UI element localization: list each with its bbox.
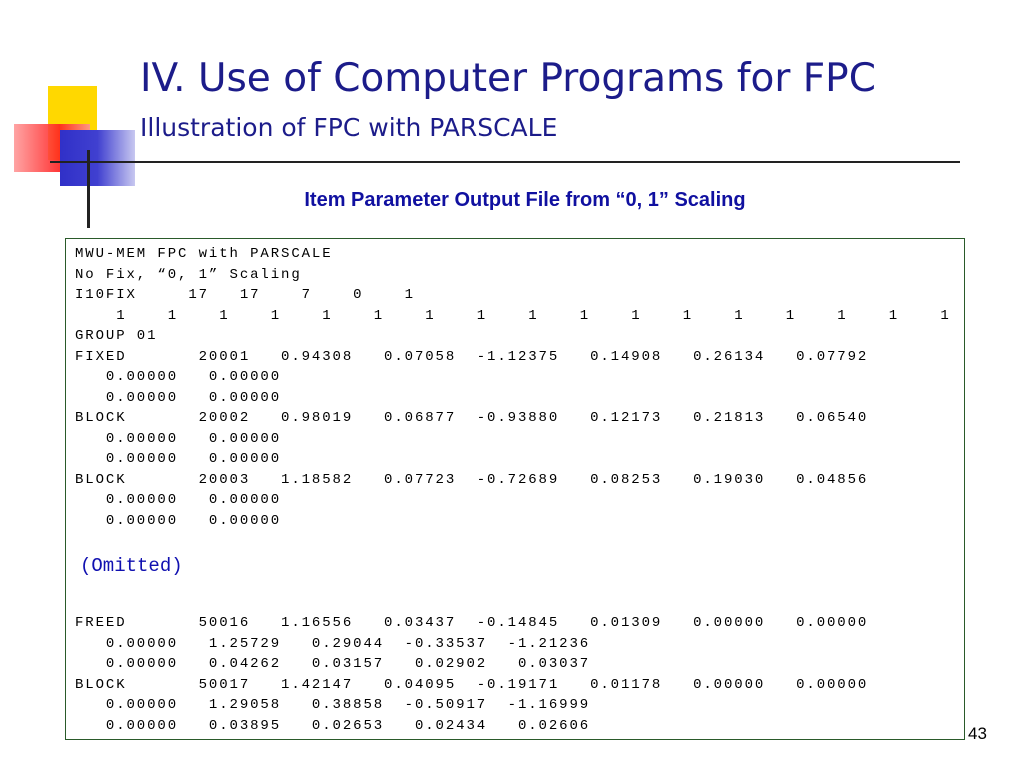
output-line: FIXED 20001 0.94308 0.07058 -1.12375 0.1… xyxy=(75,348,869,365)
output-line: BLOCK 20002 0.98019 0.06877 -0.93880 0.1… xyxy=(75,410,869,426)
horizontal-rule xyxy=(50,161,960,163)
output-line: 0.00000 1.29058 0.38858 -0.50917 -1.1699… xyxy=(75,697,591,713)
output-line: 0.00000 0.00000 xyxy=(75,389,282,406)
output-line: MWU-MEM FPC with PARSCALE xyxy=(75,246,333,262)
subtitle: Illustration of FPC with PARSCALE xyxy=(140,113,558,142)
output-line: 0.00000 0.00000 xyxy=(75,512,282,529)
blue-square xyxy=(60,130,135,186)
output-line: GROUP 01 xyxy=(75,328,158,344)
output-line: 0.00000 0.03895 0.02653 0.02434 0.02606 xyxy=(75,717,591,734)
output-line: BLOCK 20003 1.18582 0.07723 -0.72689 0.0… xyxy=(75,471,869,488)
output-line: 0.00000 0.00000 xyxy=(75,492,282,508)
vertical-rule xyxy=(87,150,90,228)
output-box xyxy=(65,238,965,740)
output-line: 0.00000 0.00000 xyxy=(75,430,282,447)
output-line: 0.00000 1.25729 0.29044 -0.33537 -1.2123… xyxy=(75,635,591,652)
output-line: FREED 50016 1.16556 0.03437 -0.14845 0.0… xyxy=(75,615,869,631)
output-line: 0.00000 0.00000 xyxy=(75,369,282,385)
omitted-note: (Omitted) xyxy=(80,555,183,577)
output-line: BLOCK 50017 1.42147 0.04095 -0.19171 0.0… xyxy=(75,676,869,693)
output-line: 1 1 1 1 1 1 1 1 1 1 1 1 1 1 1 1 1 xyxy=(75,307,951,324)
output-line: I10FIX 17 17 7 0 1 xyxy=(75,287,415,303)
heading: Item Parameter Output File from “0, 1” S… xyxy=(304,189,746,211)
output-line: 0.00000 0.04262 0.03157 0.02902 0.03037 xyxy=(75,656,591,672)
output-line: No Fix, “0, 1” Scaling xyxy=(75,266,302,283)
title: IV. Use of Computer Programs for FPC xyxy=(140,56,876,101)
page-number: 43 xyxy=(968,724,987,743)
output-line: 0.00000 0.00000 xyxy=(75,451,282,467)
